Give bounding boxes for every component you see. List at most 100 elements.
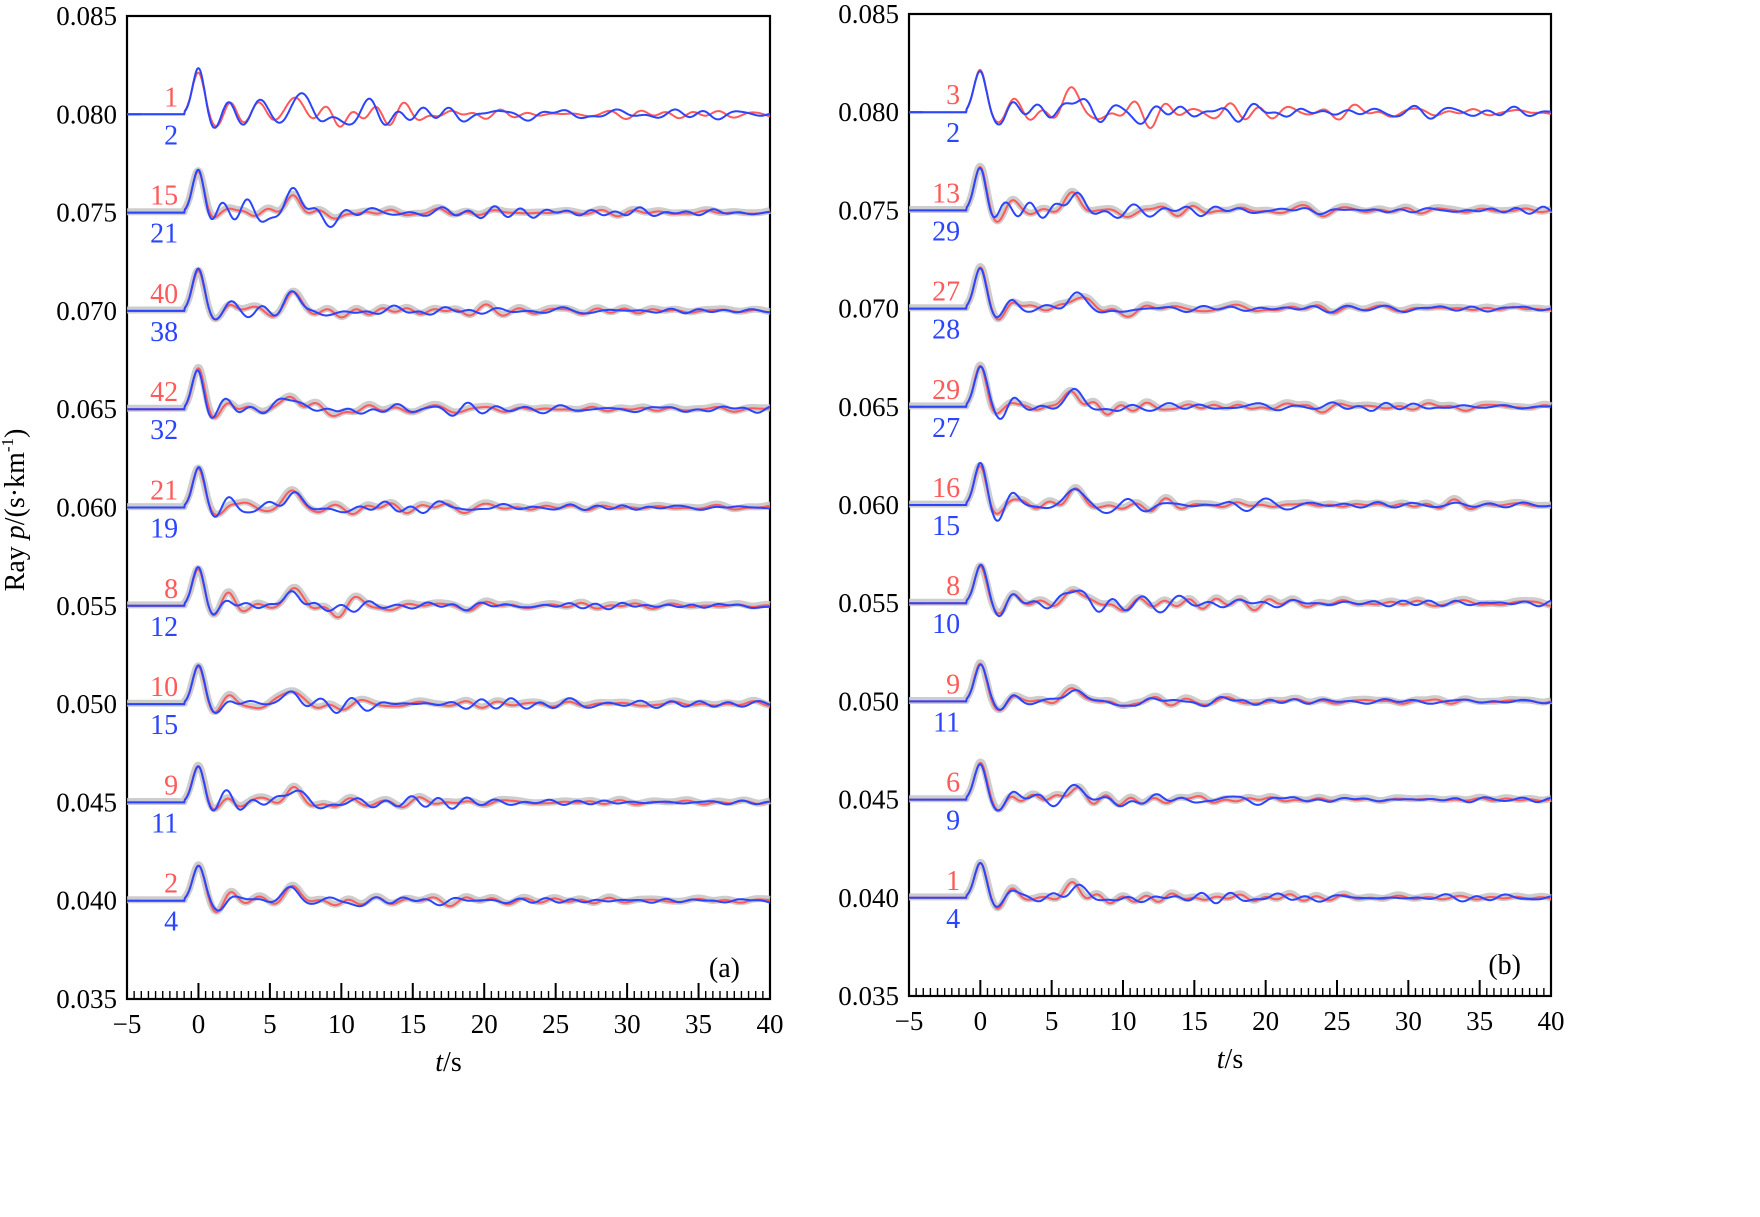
- y-tick-label: 0.080: [838, 97, 899, 127]
- trace-red: [909, 266, 1552, 321]
- trace-count-red: 2: [164, 869, 178, 900]
- trace-count-red: 9: [946, 669, 960, 700]
- trace-blue: [127, 864, 771, 912]
- trace-count-red: 13: [932, 178, 960, 209]
- trace-count-red: 8: [164, 574, 178, 605]
- x-tick-label: 0: [974, 1006, 988, 1036]
- trace-count-blue: 19: [150, 514, 178, 545]
- trace-blue: [909, 663, 1552, 711]
- trace-count-blue: 38: [150, 317, 178, 348]
- trace-blue: [909, 365, 1552, 420]
- trace-red: [127, 71, 771, 128]
- trace-count-blue: 2: [164, 120, 178, 151]
- trace-blue: [127, 267, 770, 321]
- y-tick-label: 0.085: [838, 0, 899, 29]
- trace-blue: [127, 67, 771, 129]
- y-tick-label: 0.085: [56, 1, 117, 31]
- trace-blue: [127, 566, 770, 616]
- x-tick-label: 30: [614, 1009, 641, 1039]
- y-tick-label: 0.080: [56, 99, 117, 129]
- y-tick-label: 0.045: [838, 785, 899, 815]
- y-tick-label: 0.075: [56, 198, 117, 228]
- trace-count-blue: 28: [932, 315, 960, 346]
- x-tick-label: 35: [685, 1009, 712, 1039]
- y-axis-label: Ray p/(s·km-1): [0, 429, 31, 592]
- trace-count-red: 9: [164, 770, 178, 801]
- trace-count-red: 10: [150, 672, 178, 703]
- trace-red: [127, 665, 771, 714]
- trace-count-red: 40: [150, 279, 178, 310]
- trace-count-red: 29: [932, 375, 960, 406]
- x-tick-label: 25: [1324, 1006, 1351, 1036]
- trace-count-blue: 2: [946, 118, 960, 149]
- x-tick-label: 40: [757, 1009, 784, 1039]
- trace-count-red: 15: [150, 181, 178, 212]
- y-tick-label: 0.070: [56, 296, 117, 326]
- trace-count-blue: 4: [164, 907, 178, 938]
- trace-count-blue: 11: [151, 808, 178, 839]
- x-tick-label: 10: [328, 1009, 355, 1039]
- trace-red: [127, 467, 771, 517]
- y-tick-label: 0.065: [56, 394, 117, 424]
- y-tick-label: 0.050: [838, 686, 899, 716]
- trace-count-red: 3: [946, 80, 960, 111]
- x-tick-label: −5: [895, 1006, 924, 1036]
- trace-count-red: 1: [946, 866, 960, 897]
- x-tick-label: 10: [1110, 1006, 1137, 1036]
- trace-blue: [909, 70, 1551, 126]
- y-tick-label: 0.035: [56, 984, 117, 1014]
- trace-blue: [909, 267, 1552, 319]
- x-tick-label: 30: [1395, 1006, 1422, 1036]
- y-tick-label: 0.075: [838, 195, 899, 225]
- trace-count-blue: 10: [932, 609, 960, 640]
- trace-count-red: 8: [946, 571, 960, 602]
- trace-count-red: 42: [150, 377, 178, 408]
- x-tick-label: 20: [471, 1009, 498, 1039]
- trace-count-blue: 4: [946, 904, 960, 935]
- trace-blue: [127, 466, 771, 518]
- trace-count-red: 6: [946, 768, 960, 799]
- trace-count-blue: 27: [932, 413, 960, 444]
- trace-count-blue: 11: [933, 707, 960, 738]
- trace-blue: [909, 563, 1552, 618]
- trace-count-blue: 21: [150, 219, 178, 250]
- y-tick-label: 0.055: [56, 591, 117, 621]
- panel-b: 0.035 0.040 0.045 0.050 0.055 0.060 0.065 0.070…: [838, 0, 1564, 1075]
- trace-count-blue: 29: [932, 216, 960, 247]
- y-tick-label: 0.070: [838, 294, 899, 324]
- panel-a: 0.035 0.040 0.045 0.050 0.055 0.060 0.065 0.070…: [56, 1, 783, 1078]
- y-tick-label: 0.040: [838, 883, 899, 913]
- panel-label: (b): [1488, 950, 1521, 981]
- trace-count-red: 16: [932, 473, 960, 504]
- trace-count-red: 21: [150, 476, 178, 507]
- trace-count-blue: 9: [946, 806, 960, 837]
- trace-red: [127, 864, 771, 914]
- x-tick-label: −5: [113, 1009, 142, 1039]
- trace-count-blue: 12: [150, 612, 178, 643]
- trace-blue: [909, 763, 1552, 812]
- trace-blue: [127, 765, 770, 812]
- x-tick-label: 20: [1252, 1006, 1279, 1036]
- trace-blue: [127, 168, 771, 229]
- y-tick-label: 0.065: [838, 392, 899, 422]
- y-tick-label: 0.055: [838, 588, 899, 618]
- y-tick-label: 0.060: [838, 490, 899, 520]
- panel-label: (a): [709, 953, 740, 984]
- trace-count-blue: 32: [150, 415, 178, 446]
- x-tick-label: 15: [1181, 1006, 1208, 1036]
- trace-blue: [909, 861, 1552, 908]
- x-axis-label: t/s: [1217, 1044, 1243, 1075]
- x-tick-label: 5: [1045, 1006, 1059, 1036]
- y-tick-label: 0.035: [838, 981, 899, 1011]
- x-tick-label: 0: [192, 1009, 206, 1039]
- trace-count-blue: 15: [932, 511, 960, 542]
- y-tick-label: 0.045: [56, 787, 117, 817]
- x-tick-label: 5: [263, 1009, 277, 1039]
- trace-blue: [909, 461, 1552, 522]
- x-axis-label: t/s: [435, 1047, 461, 1078]
- trace-gray-band: [906, 858, 1554, 912]
- y-tick-label: 0.040: [56, 886, 117, 916]
- trace-gray-band: [124, 565, 773, 620]
- trace-count-red: 1: [164, 82, 178, 113]
